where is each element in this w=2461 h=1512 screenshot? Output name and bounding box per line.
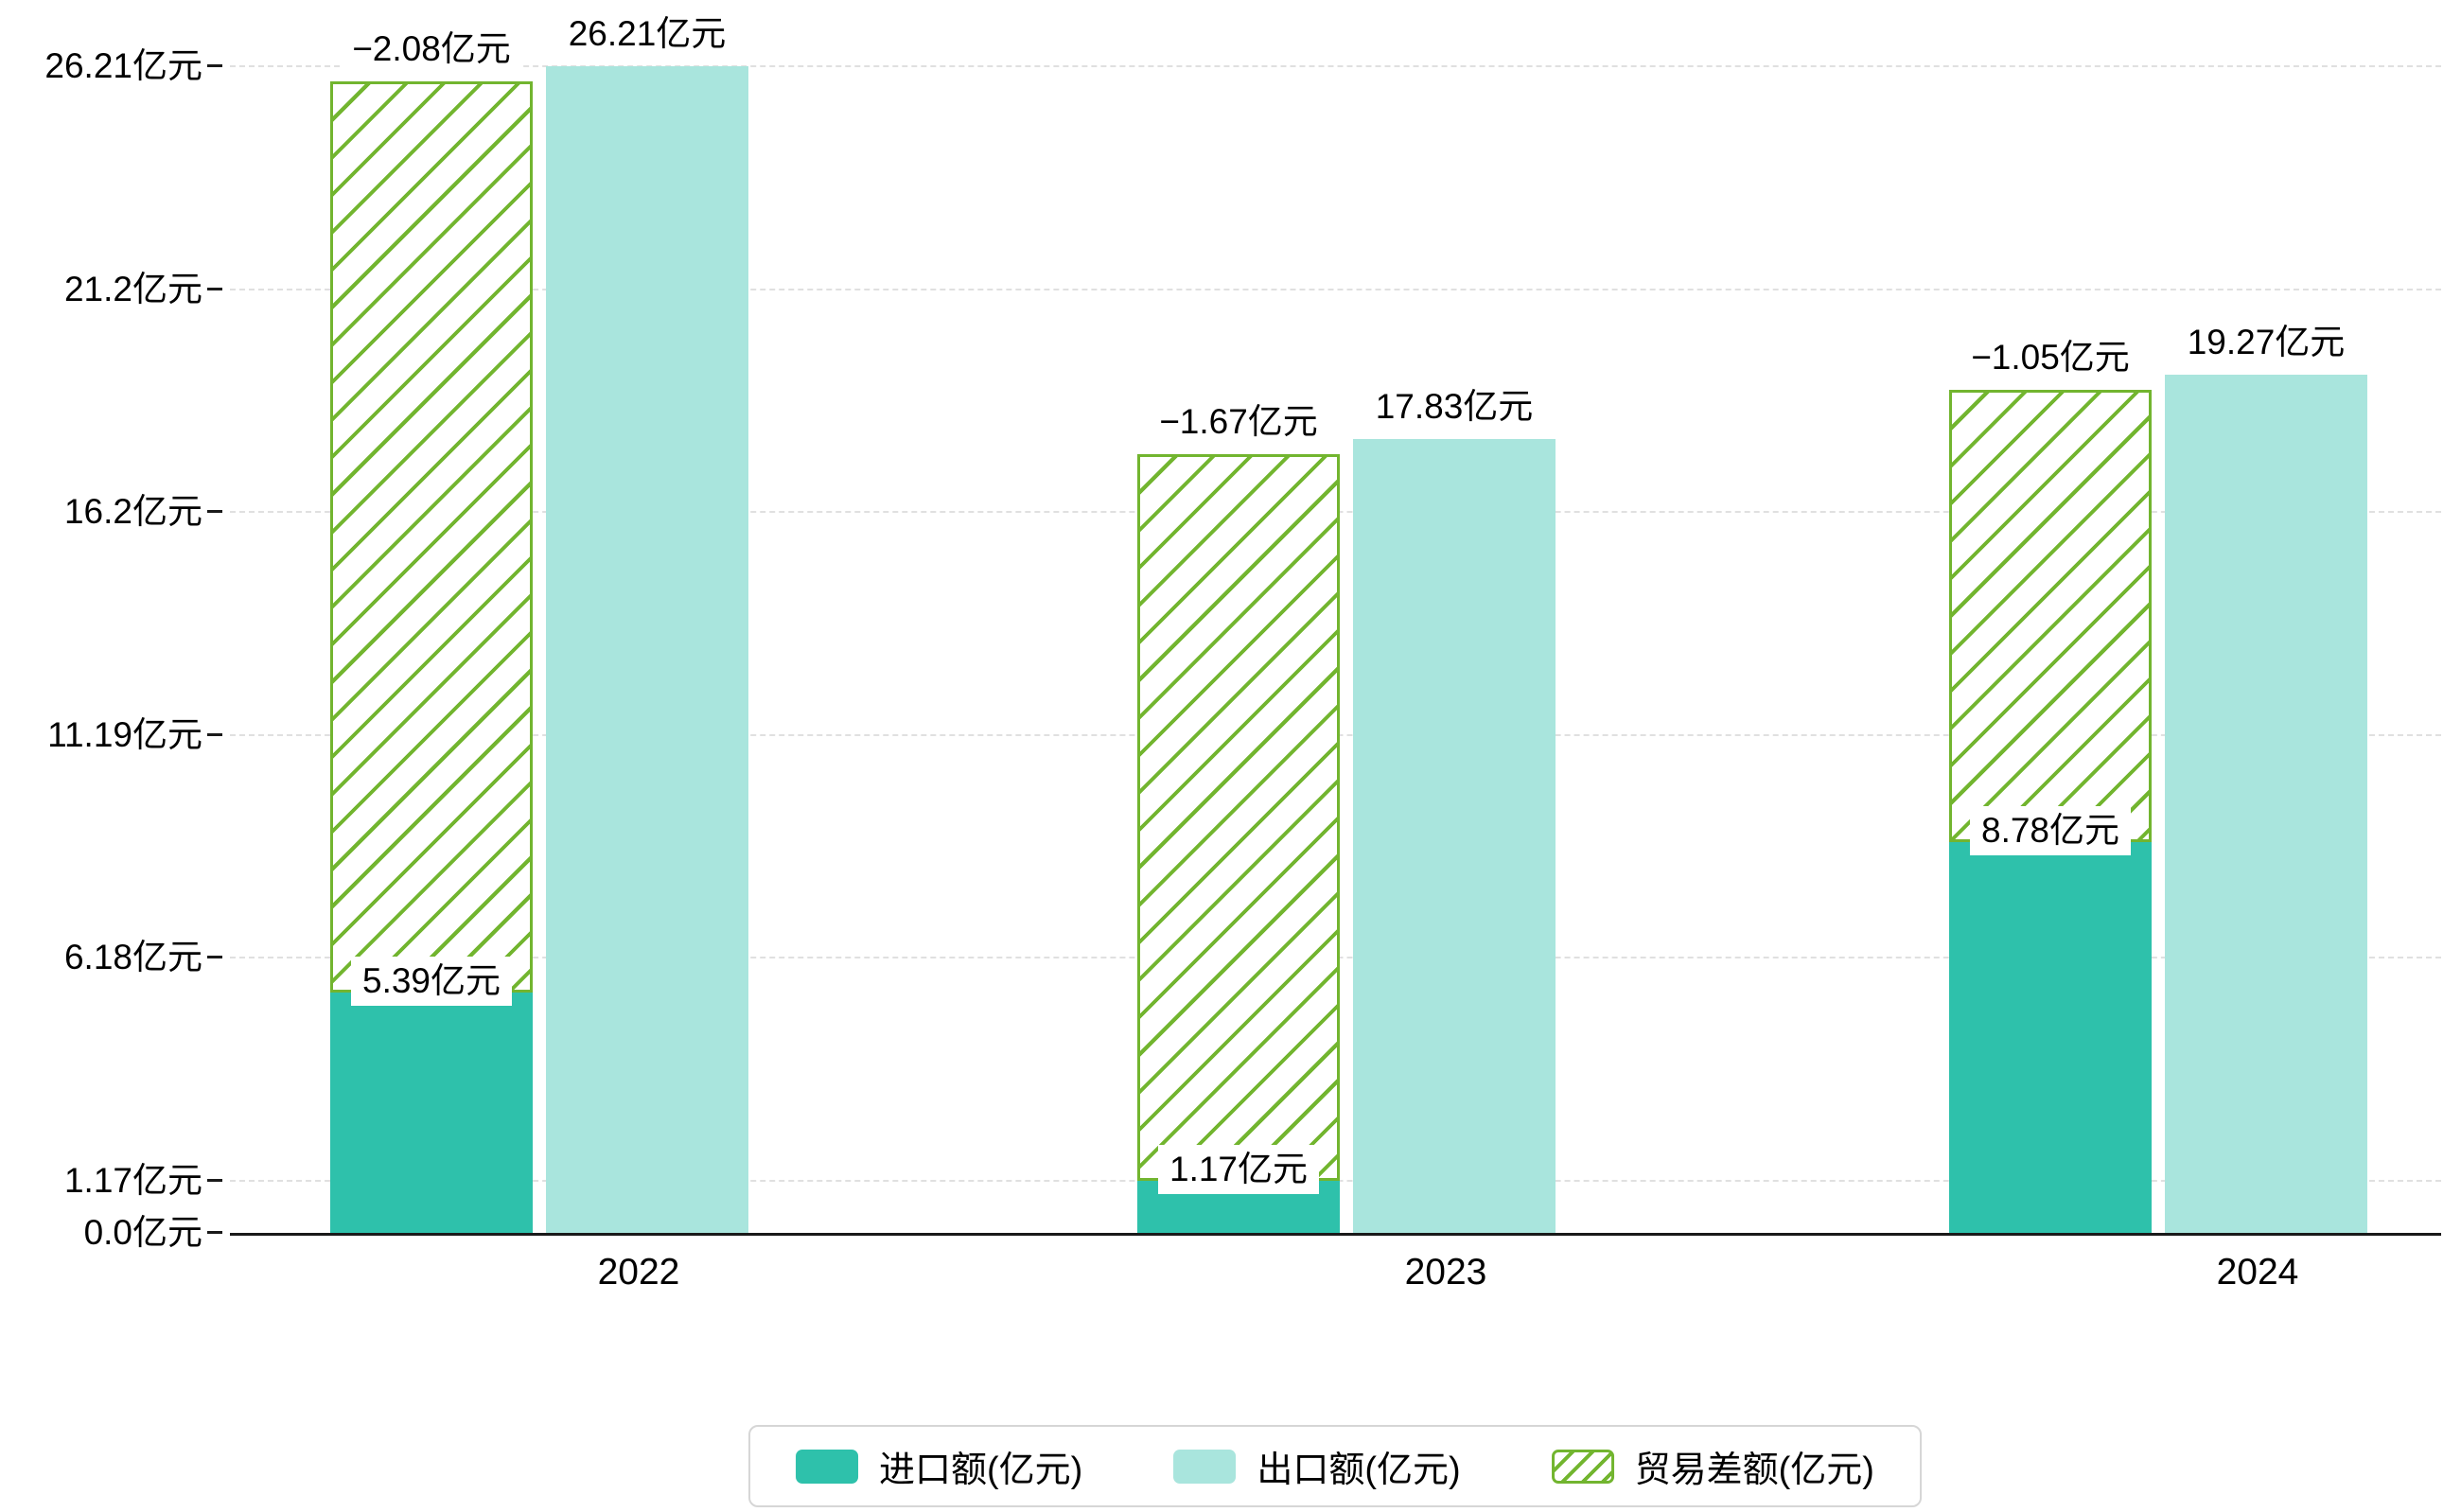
- legend-label-imports: 进口额(亿元): [879, 1450, 1083, 1490]
- y-axis-tick: [207, 956, 222, 959]
- data-label-export-2022: 26.21亿元: [556, 9, 738, 59]
- bar-trade-balance-2024: [1949, 390, 2152, 842]
- chart-legend: 进口额(亿元) 出口额(亿元) 贸易差额(亿元): [748, 1425, 1922, 1507]
- data-label-balance-2024: −1.05亿元: [1960, 333, 2141, 383]
- y-axis-label: 11.19亿元: [47, 714, 202, 754]
- y-axis-label: 6.18亿元: [63, 938, 202, 977]
- data-label-balance-2023: −1.67亿元: [1148, 397, 1329, 448]
- y-axis-label: 21.2亿元: [63, 269, 202, 308]
- y-axis-label: 0.0亿元: [83, 1213, 202, 1252]
- legend-item-exports[interactable]: 出口额(亿元): [1173, 1440, 1461, 1492]
- x-axis-label-2023: 2023: [1404, 1252, 1487, 1292]
- exports-swatch-icon: [1173, 1449, 1237, 1484]
- y-axis-tick: [207, 732, 222, 736]
- y-axis-tick: [207, 1178, 222, 1182]
- legend-label-exports: 出口额(亿元): [1257, 1450, 1461, 1490]
- gridline: [230, 65, 2441, 67]
- bar-export-2022: [546, 66, 748, 1233]
- imports-swatch-icon: [796, 1449, 859, 1484]
- x-axis-line: [230, 1233, 2441, 1236]
- x-axis-label-2024: 2024: [2216, 1252, 2299, 1292]
- bar-import-2022: [330, 993, 533, 1233]
- legend-label-trade-balance: 贸易差额(亿元): [1634, 1450, 1874, 1490]
- gridline: [230, 288, 2441, 290]
- data-label-export-2024: 19.27亿元: [2175, 318, 2357, 368]
- y-axis-tick: [207, 509, 222, 513]
- legend-item-trade-balance[interactable]: 贸易差额(亿元): [1551, 1440, 1874, 1492]
- y-axis-label: 26.21亿元: [44, 46, 202, 85]
- bar-trade-balance-2023: [1137, 454, 1340, 1181]
- y-axis-label: 1.17亿元: [63, 1160, 202, 1200]
- y-axis-tick: [207, 287, 222, 290]
- bar-trade-balance-2022: [330, 81, 533, 993]
- y-axis-label: 16.2亿元: [63, 491, 202, 531]
- trade-balance-swatch-icon: [1551, 1449, 1614, 1484]
- x-axis-label-2022: 2022: [597, 1252, 680, 1292]
- data-label-export-2023: 17.83亿元: [1363, 382, 1545, 432]
- bar-import-2024: [1949, 841, 2152, 1233]
- legend-item-imports[interactable]: 进口额(亿元): [796, 1440, 1082, 1492]
- bar-export-2024: [2165, 375, 2367, 1233]
- data-label-import-2023: 1.17亿元: [1157, 1144, 1320, 1194]
- y-axis-tick: [207, 64, 222, 67]
- y-axis-tick: [207, 1231, 222, 1234]
- data-label-balance-2022: −2.08亿元: [341, 25, 522, 74]
- data-label-import-2024: 8.78亿元: [1969, 805, 2132, 855]
- data-label-import-2022: 5.39亿元: [350, 957, 513, 1007]
- bar-export-2023: [1353, 439, 1556, 1233]
